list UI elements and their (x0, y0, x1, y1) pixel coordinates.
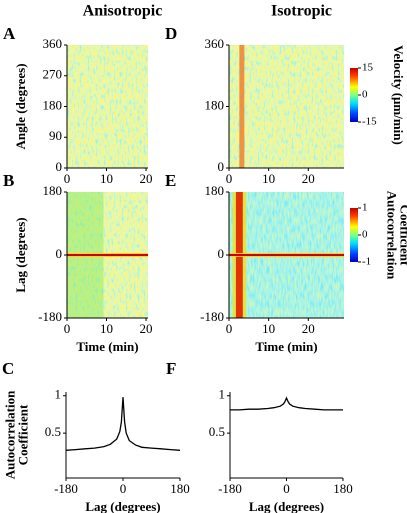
y-tick-label: 1 (55, 387, 62, 402)
line (230, 396, 343, 411)
y-tick-label: 0 (218, 246, 225, 261)
colorbar-label: Coefficient (398, 205, 407, 266)
heatmap-image (239, 45, 245, 168)
heatmap-image (229, 45, 344, 168)
heatmap-image (67, 45, 148, 168)
x-tick-label: 0 (64, 321, 71, 336)
colorbar-label: Velocity (μm/min) (391, 45, 406, 145)
y-tick-label: 180 (205, 97, 225, 112)
x-axis-label: Time (min) (76, 339, 138, 354)
x-tick-label: 10 (262, 321, 275, 336)
colorbar-label: Autocorrelation (385, 191, 400, 280)
heatmap-image (67, 254, 148, 256)
y-tick-label: 270 (43, 67, 63, 82)
x-axis-label: Lag (degrees) (85, 499, 160, 513)
line (65, 397, 181, 451)
x-tick-label: 0 (120, 481, 127, 496)
x-tick-label: 10 (100, 321, 113, 336)
panel-label: F (166, 359, 176, 378)
colorbar-tick-label: 1 (362, 202, 368, 214)
x-tick-label: -180 (54, 481, 78, 496)
colorbar (350, 208, 358, 262)
colorbar-tick-label: -1 (362, 256, 371, 268)
y-tick-label: 0 (56, 159, 63, 174)
y-tick-label: 90 (49, 128, 62, 143)
panel-label: A (3, 24, 16, 43)
panel-label: C (2, 359, 14, 378)
x-axis-label: Lag (degrees) (249, 499, 324, 513)
y-tick-label: 0.5 (209, 424, 225, 439)
y-tick-label: 180 (43, 183, 63, 198)
y-tick-label: 360 (205, 36, 225, 51)
y-axis-label: Angle (degrees) (13, 63, 28, 149)
panel-label: E (165, 171, 176, 190)
x-tick-label: 10 (100, 171, 113, 186)
x-tick-label: 20 (302, 171, 315, 186)
x-tick-label: -180 (218, 481, 242, 496)
x-tick-label: 0 (283, 481, 290, 496)
y-tick-label: -180 (38, 309, 62, 324)
x-tick-label: 20 (140, 171, 153, 186)
y-tick-label: -180 (200, 309, 224, 324)
y-tick-label: 180 (43, 97, 63, 112)
panel-label: B (3, 171, 14, 190)
x-axis-label: Time (min) (255, 339, 317, 354)
y-tick-label: 0.5 (45, 424, 61, 439)
colorbar (350, 68, 358, 122)
y-tick-label: 1 (219, 387, 226, 402)
colorbar-tick-label: 0 (362, 229, 368, 241)
y-axis-label: Lag (degrees) (13, 217, 28, 292)
column-title: Isotropic (271, 3, 332, 20)
heatmap-image (229, 254, 344, 256)
x-tick-label: 0 (226, 321, 233, 336)
y-tick-label: 360 (43, 36, 63, 51)
panel-label: D (165, 24, 177, 43)
x-tick-label: 0 (64, 171, 71, 186)
x-tick-label: 10 (262, 171, 275, 186)
colorbar-tick-label: 15 (362, 62, 374, 74)
colorbar-tick-label: -15 (362, 116, 377, 128)
x-tick-label: 180 (333, 481, 353, 496)
x-tick-label: 20 (302, 321, 315, 336)
column-title: Anisotropic (83, 3, 163, 20)
x-tick-label: 180 (170, 481, 190, 496)
colorbar-tick-label: 0 (362, 89, 368, 101)
y-tick-label: 180 (205, 183, 225, 198)
y-axis-label: Coefficient (15, 404, 30, 465)
y-tick-label: 0 (218, 159, 225, 174)
y-tick-label: 0 (56, 246, 63, 261)
y-axis-label: Autocorrelation (2, 390, 17, 479)
x-tick-label: 0 (226, 171, 233, 186)
x-tick-label: 20 (140, 321, 153, 336)
